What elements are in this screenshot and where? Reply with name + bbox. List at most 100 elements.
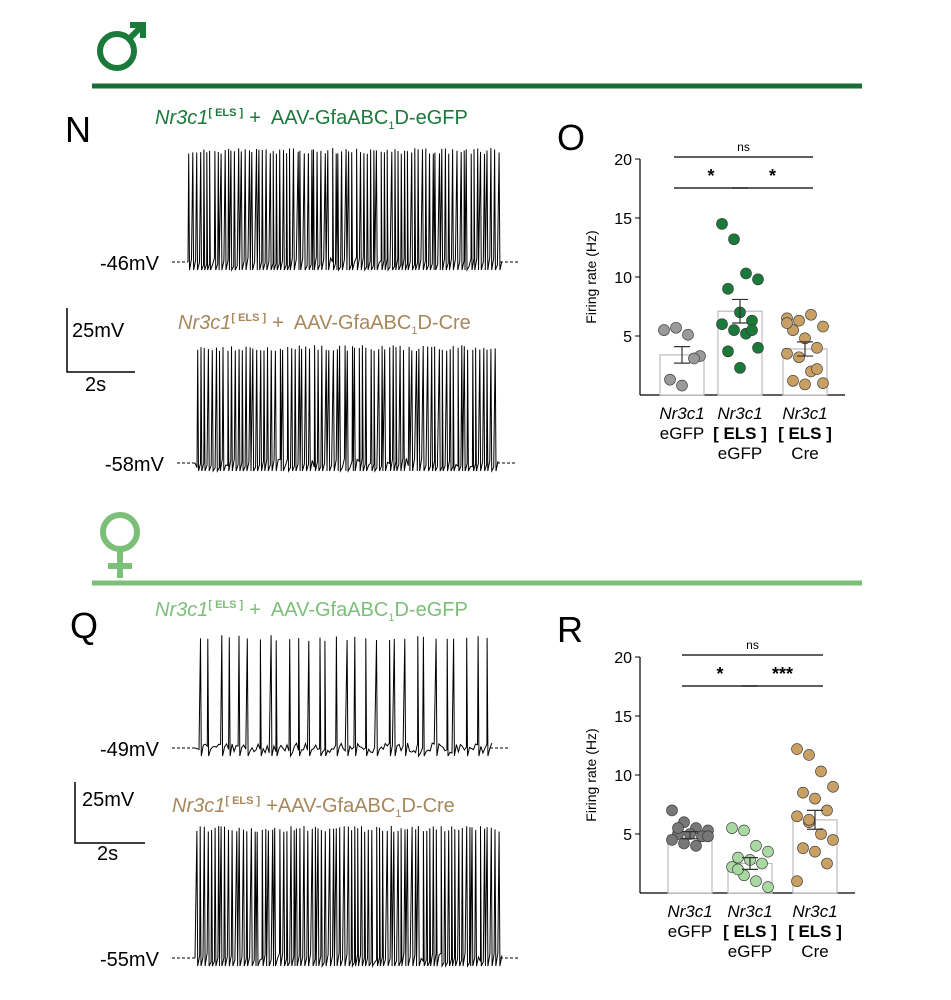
data-point bbox=[690, 839, 702, 852]
error-bar bbox=[742, 857, 758, 870]
data-point bbox=[702, 830, 714, 843]
data-point bbox=[750, 875, 762, 888]
scale-bar bbox=[74, 782, 145, 844]
data-point bbox=[670, 321, 682, 334]
data-point bbox=[750, 839, 762, 852]
data-point bbox=[756, 857, 768, 870]
data-point bbox=[809, 845, 821, 858]
error-bar bbox=[797, 341, 813, 357]
x-tick-label: eGFP bbox=[668, 922, 712, 941]
data-point bbox=[678, 837, 690, 850]
significance-label: ns bbox=[737, 140, 750, 154]
data-point bbox=[716, 218, 728, 230]
data-point bbox=[791, 810, 803, 823]
data-point bbox=[797, 786, 809, 799]
data-point bbox=[728, 324, 740, 336]
significance-label: * bbox=[769, 166, 776, 186]
x-tick-label: Cre bbox=[791, 444, 818, 463]
data-point bbox=[752, 341, 764, 354]
vector: + AAV-GfaABC bbox=[249, 107, 388, 129]
male-symbol bbox=[97, 22, 146, 71]
voltage-label: -55mV bbox=[100, 949, 160, 971]
data-point bbox=[791, 875, 803, 888]
data-point bbox=[805, 308, 817, 321]
superscript: [ ELS ] bbox=[208, 599, 243, 611]
x-tick-label: Nr3c1 bbox=[727, 902, 772, 921]
y-tick-label: 5 bbox=[623, 827, 632, 844]
x-tick-label: eGFP bbox=[660, 424, 704, 443]
data-point bbox=[809, 792, 821, 805]
data-point bbox=[793, 351, 805, 364]
x-tick-label: Nr3c1 bbox=[792, 902, 837, 921]
scale-label-x: 2s bbox=[97, 843, 118, 865]
data-point bbox=[781, 347, 793, 360]
scale-label-x: 2s bbox=[85, 374, 106, 396]
error-bar bbox=[732, 298, 748, 324]
data-point bbox=[815, 765, 827, 778]
y-tick-label: 15 bbox=[614, 211, 632, 228]
y-tick-label: 10 bbox=[614, 270, 632, 287]
data-point bbox=[762, 845, 774, 858]
data-point bbox=[821, 804, 833, 817]
data-point bbox=[803, 749, 815, 761]
data-point bbox=[815, 828, 827, 840]
trace-label: Nr3c1[ ELS ] +AAV-GfaABC1D-Cre bbox=[172, 795, 455, 820]
data-point bbox=[726, 822, 738, 834]
data-point bbox=[821, 857, 833, 870]
gene: Nr3c1 bbox=[155, 599, 208, 621]
data-point bbox=[658, 324, 670, 336]
x-tick-label: Nr3c1 bbox=[782, 404, 827, 423]
panel-letter: R bbox=[557, 609, 583, 650]
scale-label-y: 25mV bbox=[72, 320, 125, 342]
gene: Nr3c1 bbox=[178, 312, 231, 334]
y-tick-label: 15 bbox=[614, 709, 632, 726]
panel-letter: Q bbox=[70, 605, 98, 646]
superscript: [ ELS ] bbox=[208, 107, 243, 119]
superscript: [ ELS ] bbox=[225, 795, 260, 807]
x-tick-label: eGFP bbox=[728, 942, 772, 961]
data-point bbox=[746, 324, 758, 336]
data-point bbox=[827, 780, 839, 793]
y-axis-label: Firing rate (Hz) bbox=[583, 230, 599, 323]
bar bbox=[667, 834, 713, 894]
data-point bbox=[781, 317, 793, 329]
scale-bar bbox=[66, 308, 135, 373]
data-point bbox=[827, 834, 839, 846]
data-point bbox=[676, 379, 688, 392]
significance-label: * bbox=[707, 166, 714, 186]
data-point bbox=[664, 373, 676, 386]
data-point bbox=[762, 881, 774, 893]
vector-end: D-eGFP bbox=[394, 599, 467, 621]
vector-end: D-Cre bbox=[417, 312, 470, 334]
data-point bbox=[716, 318, 728, 331]
x-tick-label: Nr3c1 bbox=[667, 902, 712, 921]
trace bbox=[194, 825, 503, 968]
trace bbox=[187, 147, 503, 272]
vector: + AAV-GfaABC bbox=[249, 599, 388, 621]
vector: +AAV-GfaABC bbox=[266, 795, 395, 817]
superscript: [ ELS ] bbox=[231, 312, 266, 324]
data-point bbox=[728, 233, 740, 246]
x-tick-label: [ ELS ] bbox=[778, 424, 832, 443]
data-point bbox=[752, 273, 764, 286]
y-tick-label: 20 bbox=[614, 650, 632, 667]
data-point bbox=[738, 824, 750, 837]
gene: Nr3c1 bbox=[155, 107, 208, 129]
x-tick-label: Cre bbox=[801, 942, 828, 961]
trace-label: Nr3c1[ ELS ] + AAV-GfaABC1D-eGFP bbox=[155, 599, 468, 624]
x-tick-label: eGFP bbox=[718, 444, 762, 463]
subscript: 1 bbox=[395, 808, 401, 820]
subscript: 1 bbox=[388, 120, 394, 132]
data-point bbox=[732, 851, 744, 864]
y-tick-label: 5 bbox=[623, 329, 632, 346]
scale-label-y: 25mV bbox=[82, 789, 135, 811]
data-point bbox=[797, 842, 809, 854]
vector-end: D-eGFP bbox=[394, 107, 467, 129]
data-point bbox=[722, 282, 734, 295]
female-symbol bbox=[100, 512, 140, 578]
data-point bbox=[791, 743, 803, 755]
trace-label: Nr3c1[ ELS ] + AAV-GfaABC1D-Cre bbox=[178, 312, 471, 337]
subscript: 1 bbox=[411, 325, 417, 337]
data-point bbox=[722, 345, 734, 358]
